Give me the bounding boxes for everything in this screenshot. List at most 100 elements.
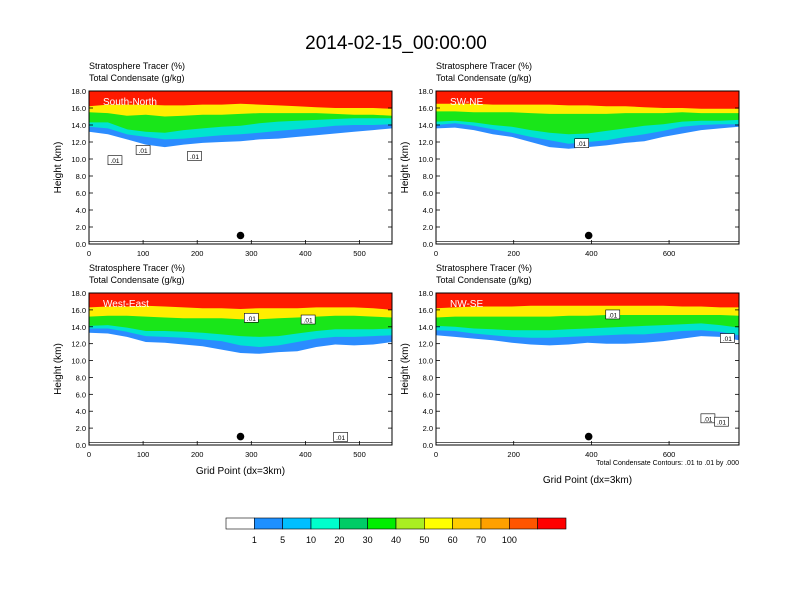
y-tick-label: 2.0	[423, 424, 433, 433]
y-tick-label: 16.0	[71, 104, 86, 113]
colorbar-label: 40	[391, 535, 401, 545]
plot-frame	[88, 292, 393, 446]
tracer-layer-70	[89, 293, 392, 310]
plot-area: .01 .01 .01	[89, 91, 392, 244]
x-tick-label: 300	[245, 450, 258, 459]
contour-label-box	[107, 155, 123, 165]
location-marker	[236, 432, 245, 441]
contour-label-box	[714, 416, 729, 427]
field-label-tracer: Stratosphere Tracer (%)	[89, 263, 185, 273]
x-tick-label: 400	[299, 450, 312, 459]
x-tick-label: 400	[299, 249, 312, 258]
tracer-layer-70	[436, 293, 739, 309]
y-tick-label: 8.0	[76, 172, 86, 181]
contour-label: .01	[190, 154, 199, 161]
y-tick-label: 8.0	[76, 373, 86, 382]
x-tick-label: 200	[507, 249, 520, 258]
contour-label: .01	[110, 158, 119, 165]
contour-label: .01	[723, 336, 732, 343]
colorbar-label: 30	[363, 535, 373, 545]
y-axis-label: Height (km)	[53, 142, 64, 194]
contour-label-box	[720, 333, 735, 343]
x-tick-label: 200	[191, 249, 204, 258]
y-tick-label: 18.0	[71, 289, 86, 298]
y-axis-label: Height (km)	[400, 142, 411, 194]
y-tick-label: 0.0	[423, 441, 433, 450]
x-tick-label: 600	[663, 450, 676, 459]
x-tick-label: 0	[87, 450, 91, 459]
y-axis-label: Height (km)	[53, 343, 64, 395]
y-tick-label: 8.0	[423, 172, 433, 181]
panel-west-east: Stratosphere Tracer (%) Total Condensate …	[53, 263, 393, 477]
y-tick-label: 10.0	[71, 357, 86, 366]
y-tick-label: 18.0	[418, 289, 433, 298]
y-tick-label: 10.0	[71, 155, 86, 164]
y-tick-label: 12.0	[71, 340, 86, 349]
colorbar-swatch	[254, 517, 283, 530]
panel-name: South-North	[103, 97, 157, 108]
field-label-condensate: Total Condensate (g/kg)	[89, 73, 185, 83]
colorbar-swatch	[282, 517, 312, 530]
contour-label: .01	[703, 416, 712, 423]
contour-label: .01	[336, 435, 345, 442]
field-label-tracer: Stratosphere Tracer (%)	[436, 61, 532, 71]
contour-label: .01	[304, 318, 313, 325]
plot-area: .01 .01 .01	[89, 293, 392, 445]
y-tick-label: 16.0	[71, 306, 86, 315]
panels: Stratosphere Tracer (%) Total Condensate …	[53, 61, 740, 486]
y-tick-label: 14.0	[71, 121, 86, 130]
y-tick-label: 2.0	[423, 223, 433, 232]
colorbar-label: 50	[419, 535, 429, 545]
contour-label: .01	[247, 316, 256, 323]
y-tick-label: 4.0	[76, 206, 86, 215]
colorbar-label: 60	[448, 535, 458, 545]
plot-area: .01	[436, 91, 739, 244]
y-tick-label: 6.0	[76, 189, 86, 198]
y-tick-label: 14.0	[418, 121, 433, 130]
colorbar-swatch	[225, 517, 255, 530]
y-tick-label: 6.0	[423, 390, 433, 399]
y-tick-label: 12.0	[418, 138, 433, 147]
y-tick-label: 2.0	[76, 424, 86, 433]
field-label-condensate: Total Condensate (g/kg)	[436, 73, 532, 83]
y-tick-label: 18.0	[418, 87, 433, 96]
x-tick-label: 600	[663, 249, 676, 258]
x-tick-label: 500	[353, 450, 366, 459]
plot-frame	[88, 90, 393, 245]
field-label-condensate: Total Condensate (g/kg)	[436, 275, 532, 285]
x-tick-label: 400	[585, 450, 598, 459]
contour-label: .01	[717, 420, 726, 427]
plot-area: .01 .01 .01 .01	[436, 293, 739, 445]
field-label-condensate: Total Condensate (g/kg)	[89, 275, 185, 285]
contour-label-box	[333, 432, 348, 442]
tracer-layer-70	[89, 91, 392, 109]
panel-sw-ne: Stratosphere Tracer (%) Total Condensate …	[400, 61, 740, 258]
colorbar-label: 70	[476, 535, 486, 545]
x-tick-label: 200	[191, 450, 204, 459]
contour-label-box	[244, 313, 259, 323]
y-axis-label: Height (km)	[400, 343, 411, 395]
panel-name: West-East	[103, 299, 149, 310]
panel-south-north: Stratosphere Tracer (%) Total Condensate …	[53, 61, 393, 258]
y-tick-label: 10.0	[418, 155, 433, 164]
colorbar-swatch	[395, 517, 425, 530]
plot-frame	[435, 292, 740, 446]
colorbar-swatch	[452, 517, 482, 530]
plot-frame	[435, 90, 740, 245]
contour-label-box	[574, 138, 589, 148]
y-tick-label: 4.0	[76, 407, 86, 416]
colorbar-swatch	[310, 517, 340, 530]
contour-label: .01	[139, 148, 148, 155]
field-label-tracer: Stratosphere Tracer (%)	[436, 263, 532, 273]
panel-nw-se: Stratosphere Tracer (%) Total Condensate …	[400, 263, 740, 486]
y-tick-label: 8.0	[423, 373, 433, 382]
location-marker	[584, 432, 593, 441]
y-tick-label: 10.0	[418, 357, 433, 366]
x-tick-label: 300	[245, 249, 258, 258]
contour-label-box	[605, 309, 621, 320]
colorbar-swatch	[339, 517, 368, 530]
y-tick-label: 0.0	[76, 441, 86, 450]
y-tick-label: 18.0	[71, 87, 86, 96]
figure-title: 2014-02-15_00:00:00	[305, 33, 487, 54]
